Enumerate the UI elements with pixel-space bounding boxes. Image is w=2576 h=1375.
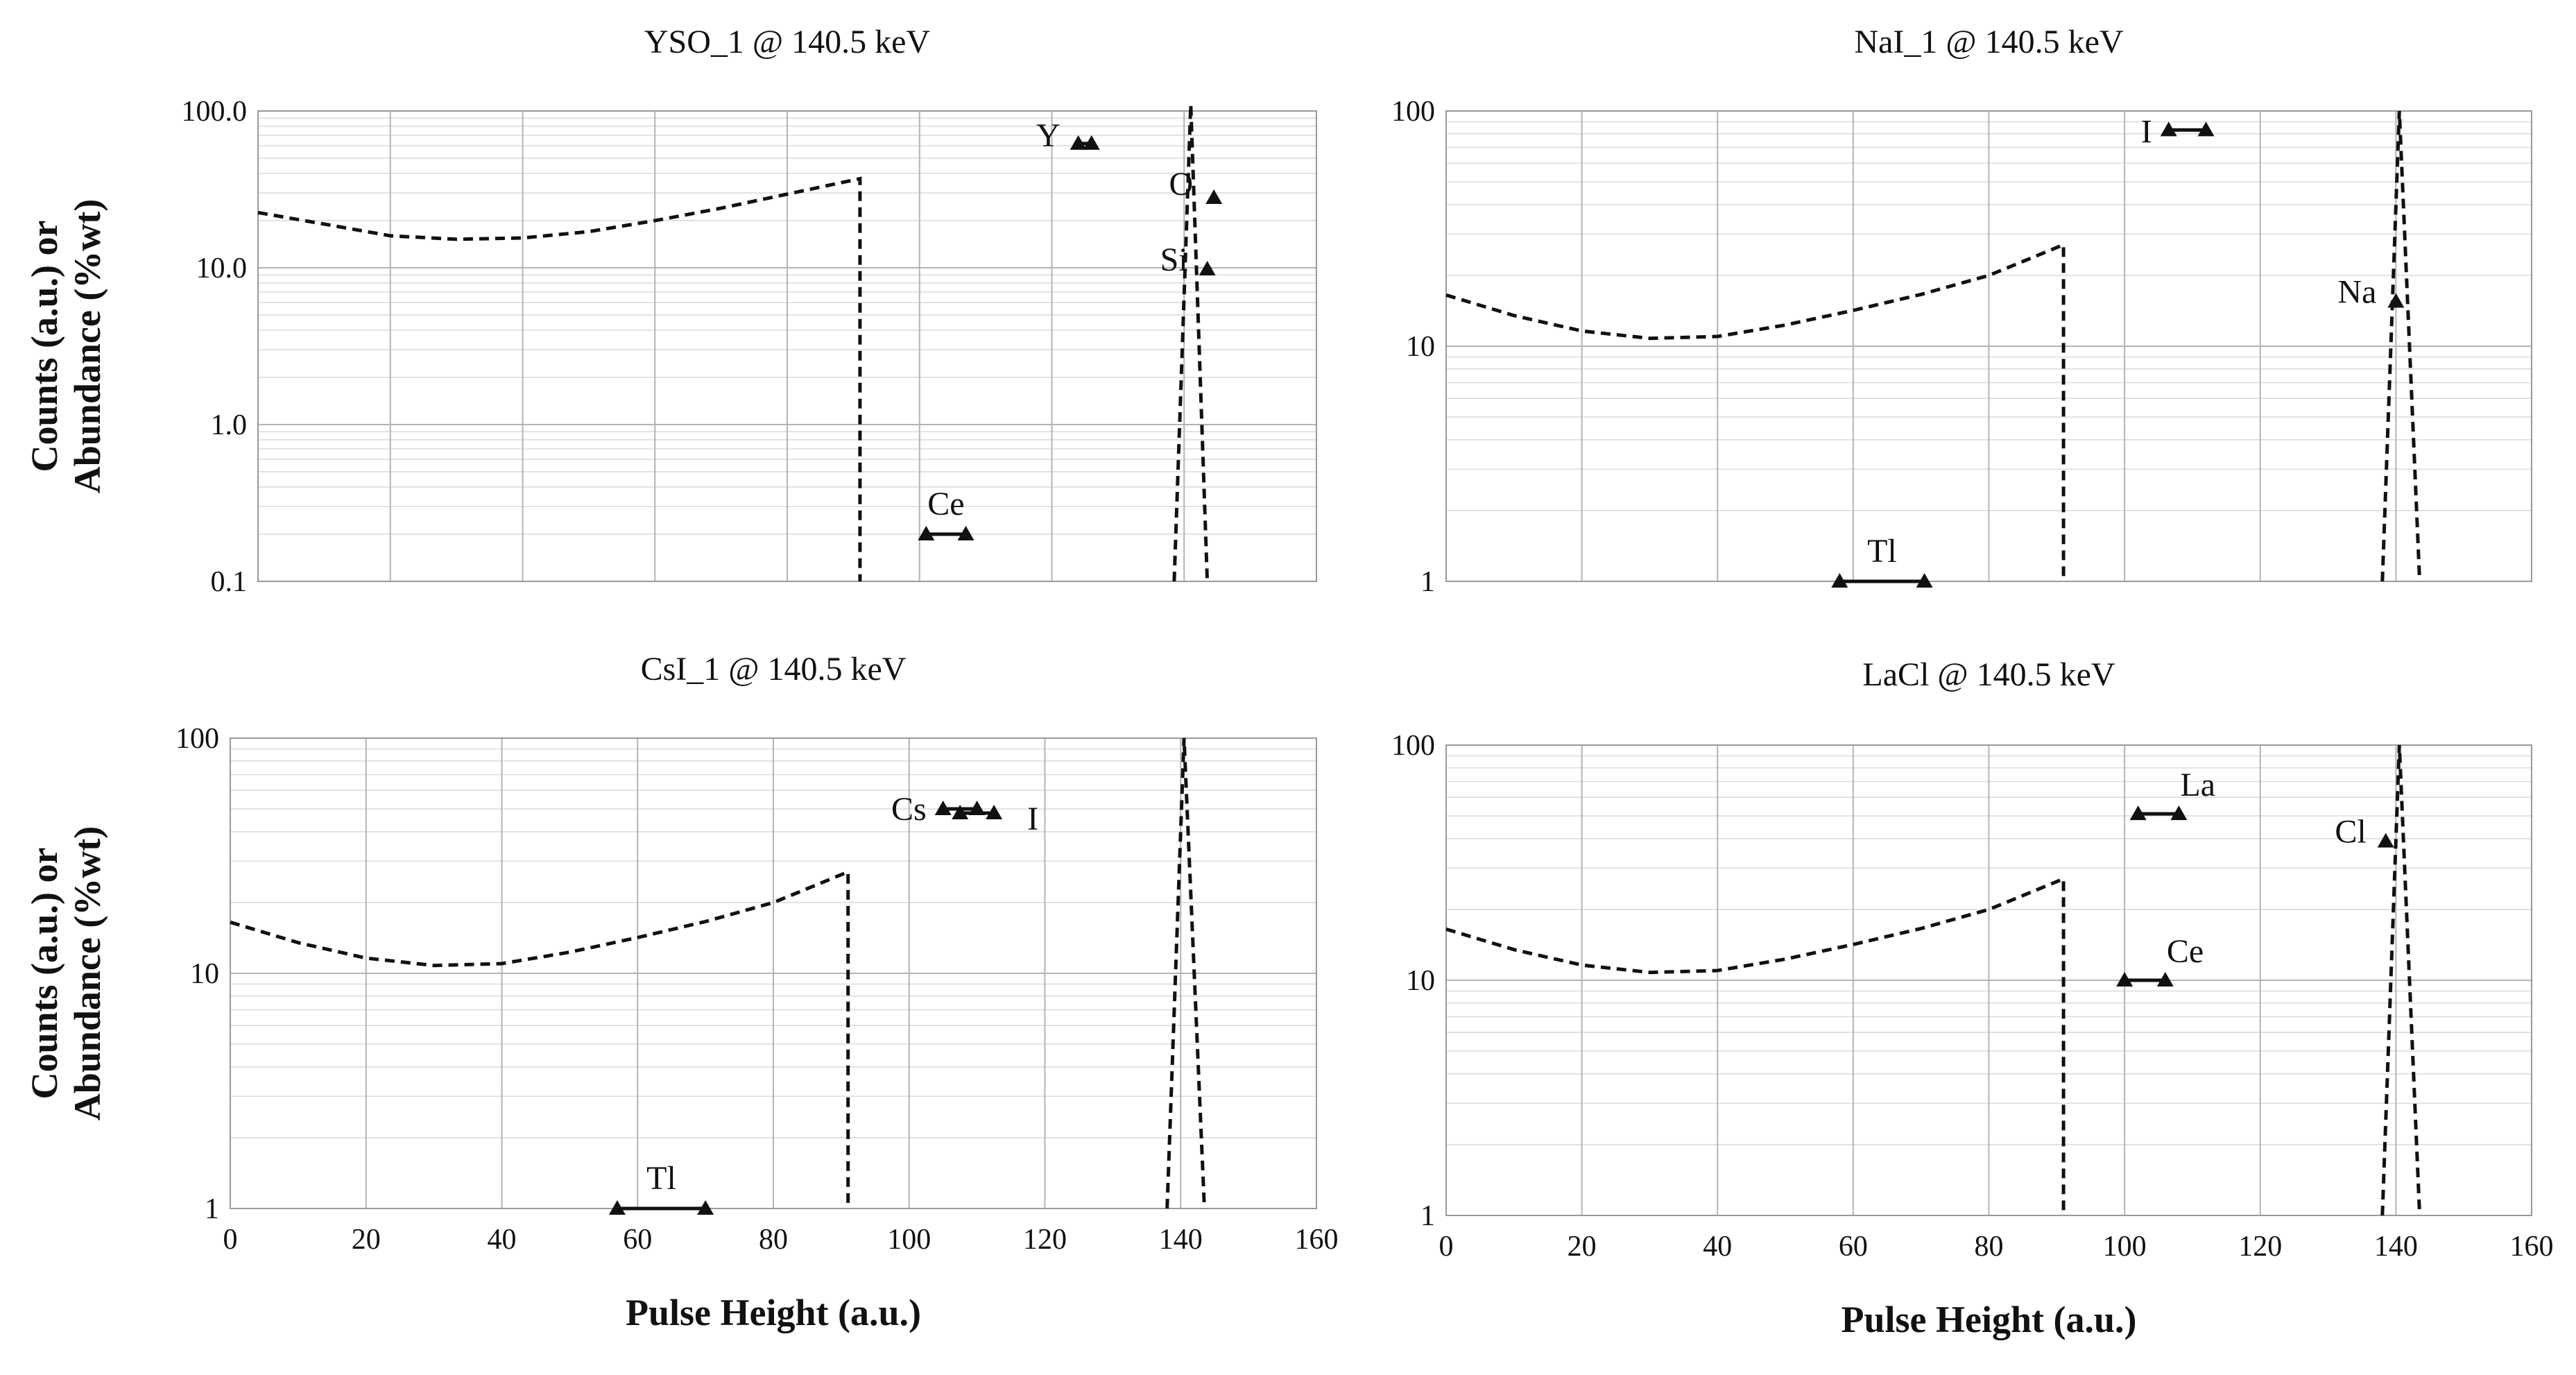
element-label-tl: Tl [1867,533,1897,570]
x-tick-label: 120 [2238,1231,2282,1263]
element-marker-ce [2156,972,2174,987]
element-marker-tl [1916,573,1933,588]
y-tick-label: 0.1 [211,566,248,598]
series-line-continuum [257,176,862,581]
element-marker-si [1199,260,1216,275]
element-marker-ce [918,525,935,540]
y-tick-label: 1.0 [211,409,248,441]
element-label-cs: Cs [891,791,927,828]
element-label-o: O [1169,166,1193,203]
element-marker-na [2387,293,2405,308]
series-line-continuum [230,869,850,1209]
element-label-i: I [1027,801,1038,837]
element-label-ce: Ce [2167,933,2204,970]
element-label-la: La [2180,767,2215,803]
series-line-photopeak [2380,110,2422,582]
chart-panel-lacl: 1 10 100 0 20 40 60 80 100 120 140 160 LaCl @ 140.5 … [1391,656,2554,1340]
element-marker-cl [2377,832,2394,848]
chart-title: CsI_1 @ 140.5 keV [641,651,907,688]
chart-title: LaCl @ 140.5 keV [1862,656,2115,693]
x-tick-label: 140 [1159,1224,1203,1256]
x-tick-label: 160 [2510,1231,2554,1263]
y-tick-label: 100.0 [182,96,248,128]
y-tick-label: 100 [1391,730,1435,762]
element-label-ce: Ce [927,486,964,522]
plot-area-frame [230,737,1317,1209]
element-marker-i [952,805,969,820]
y-axis-title-line1: Counts (a.u.) or [24,847,65,1099]
y-tick-label: 1 [205,1193,219,1225]
y-axis-title-line2: Abundance (%wt) [67,826,108,1121]
y-tick-label: 10 [1406,331,1435,363]
element-label-na: Na [2337,273,2376,310]
element-marker-la [2170,805,2188,821]
x-tick-label: 40 [1703,1231,1732,1263]
x-tick-label: 40 [488,1224,517,1256]
element-label-i: I [2141,113,2152,150]
element-marker-i [2197,121,2215,137]
y-tick-label: 10.0 [196,253,248,284]
x-tick-label: 120 [1023,1224,1067,1256]
element-marker-tl [1831,573,1848,588]
element-marker-y [1083,135,1100,150]
series-line-photopeak [2380,744,2422,1216]
y-tick-label: 1 [1420,566,1435,598]
element-marker-tl [608,1200,626,1215]
element-marker-tl [697,1200,714,1215]
element-label-cl: Cl [2335,814,2366,851]
chart-title: NaI_1 @ 140.5 keV [1854,24,2123,60]
x-tick-label: 60 [1839,1231,1868,1263]
x-tick-label: 100 [2103,1231,2147,1263]
chart-title: YSO_1 @ 140.5 keV [644,24,931,60]
x-tick-label: 80 [1975,1231,2004,1263]
element-marker-i [2160,121,2177,137]
element-marker-la [2129,805,2147,821]
element-label-tl: Tl [646,1160,676,1197]
x-tick-label: 20 [1568,1231,1597,1263]
element-label-si: Si [1160,241,1188,278]
y-tick-label: 1 [1420,1200,1435,1232]
series-line-continuum [1445,242,2066,581]
x-tick-label: 0 [223,1224,238,1256]
x-tick-label: 160 [1295,1224,1339,1256]
plot-area-frame [1445,744,2532,1216]
plot-area-frame [257,110,1317,582]
chart-panel-yso: 0.1 1.0 10.0 100.0 YSO_1 @ 140.5 keV Y O Si Ce Co… [24,24,1317,598]
chart-panel-nai: 1 10 100 NaI_1 @ 140.5 keV I Na Tl [1391,24,2532,598]
series-line-photopeak [1165,737,1206,1209]
chart-panel-csi: 1 10 100 0 20 40 60 80 100 120 140 160 CsI_1 @ 140.5… [24,651,1339,1333]
x-tick-label: 20 [352,1224,381,1256]
x-tick-label: 100 [887,1224,931,1256]
x-tick-label: 80 [759,1224,788,1256]
x-tick-label: 0 [1439,1231,1454,1263]
element-label-y: Y [1036,117,1061,154]
element-marker-y [1070,135,1087,150]
element-marker-o [1205,189,1223,204]
x-tick-label: 140 [2374,1231,2418,1263]
element-marker-ce [2116,972,2133,987]
element-marker-cs [934,801,952,816]
element-marker-i [986,805,1003,820]
x-axis-title: Pulse Height (a.u.) [1841,1299,2137,1340]
x-tick-label: 60 [623,1224,652,1256]
y-tick-label: 10 [190,958,219,990]
y-tick-label: 100 [175,723,219,755]
y-tick-label: 100 [1391,96,1435,128]
y-tick-label: 10 [1406,965,1435,997]
series-line-continuum [1445,876,2066,1215]
plot-area-frame [1445,110,2532,582]
y-axis-title-line2: Abundance (%wt) [67,199,108,494]
x-axis-title: Pulse Height (a.u.) [626,1292,921,1333]
element-marker-ce [957,525,974,540]
y-axis-title-line1: Counts (a.u.) or [24,220,65,472]
